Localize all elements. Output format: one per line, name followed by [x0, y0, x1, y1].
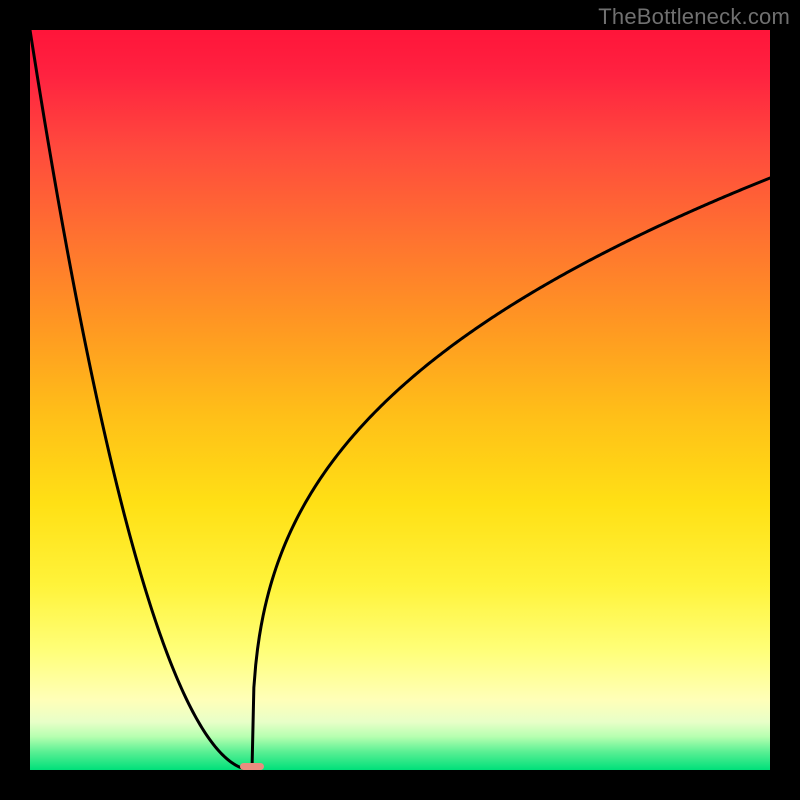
minimum-marker: [240, 763, 264, 770]
bottleneck-curve: [30, 30, 770, 770]
watermark-label: TheBottleneck.com: [598, 4, 790, 30]
plot-area: [30, 30, 770, 770]
chart-container: TheBottleneck.com: [0, 0, 800, 800]
